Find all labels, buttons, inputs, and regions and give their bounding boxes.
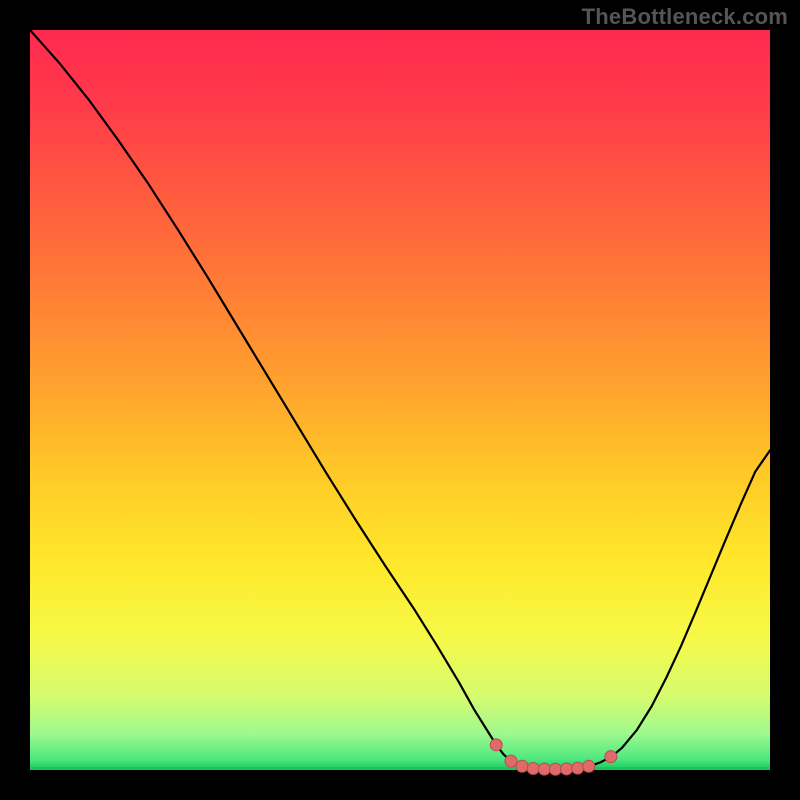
plot-background: [30, 30, 770, 770]
marker-dot: [527, 763, 539, 775]
marker-dot: [490, 739, 502, 751]
marker-dot: [583, 760, 595, 772]
chart-stage: TheBottleneck.com: [0, 0, 800, 800]
marker-dot: [549, 763, 561, 775]
marker-dot: [561, 763, 573, 775]
marker-dot: [538, 763, 550, 775]
marker-dot: [605, 751, 617, 763]
marker-dot: [572, 762, 584, 774]
marker-dot: [516, 760, 528, 772]
watermark-text: TheBottleneck.com: [582, 4, 788, 30]
bottom-accent: [30, 767, 770, 770]
bottleneck-chart: [0, 0, 800, 800]
marker-dot: [505, 755, 517, 767]
